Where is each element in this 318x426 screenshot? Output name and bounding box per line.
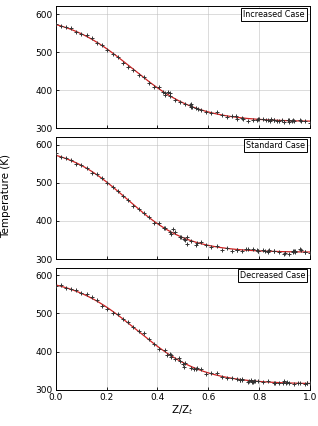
- X-axis label: Z/Z$_t$: Z/Z$_t$: [171, 403, 194, 417]
- Text: Standard Case: Standard Case: [246, 141, 305, 150]
- Text: Temperature (K): Temperature (K): [1, 154, 11, 238]
- Text: Increased Case: Increased Case: [244, 10, 305, 19]
- Text: Decreased Case: Decreased Case: [239, 271, 305, 280]
